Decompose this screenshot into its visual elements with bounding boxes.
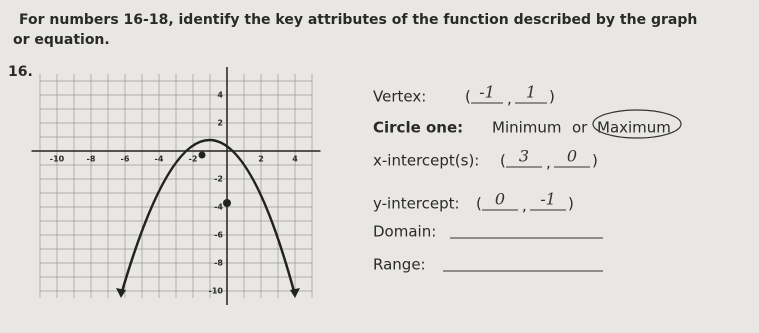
handwritten-answer: -1 (479, 83, 495, 102)
y-tick-label: -8 (214, 259, 223, 268)
point (223, 199, 231, 207)
y-tick-label: 4 (217, 91, 223, 100)
paren: ( (476, 195, 482, 213)
option: Minimum (492, 119, 562, 137)
option: or (572, 119, 588, 137)
field-label: x-intercept(s): (373, 152, 479, 170)
field-label: y-intercept: (373, 195, 460, 213)
x-tick-label: 4 (292, 155, 298, 164)
paren: ) (568, 195, 574, 213)
handwritten-answer: 0 (567, 147, 577, 166)
y-tick-label: 2 (217, 119, 223, 128)
separator: , (522, 197, 527, 215)
graph: -10 -8 -6 -4 -2 2 4 4 2 -2 -4 -6 -8 -10 (31, 67, 321, 305)
separator: , (546, 154, 551, 172)
problem-number: 16. (8, 64, 33, 80)
handwritten-answer: 0 (495, 190, 505, 209)
x-tick-label: -2 (189, 155, 198, 164)
answer-fields: Vertex: ( -1, 1) Circle one: Minimum or Maximum… (373, 83, 682, 274)
y-tick-label: -2 (214, 175, 223, 184)
x-tick-label: -6 (121, 155, 130, 164)
field-label: Domain: (373, 223, 436, 241)
option: Maximum (597, 119, 671, 137)
handwritten-answer: 1 (526, 83, 536, 102)
circled-choice (592, 109, 682, 139)
separator: , (507, 90, 512, 108)
paren: ) (549, 88, 555, 106)
parabola (119, 139, 297, 296)
instructions-line: For numbers 16-18, identify the key attr… (13, 12, 697, 48)
y-tick-label: -10 (209, 287, 224, 296)
paren: ( (500, 152, 506, 170)
field-label: Range: (373, 256, 426, 274)
x-tick-label: -8 (87, 155, 96, 164)
y-tick-label: -4 (214, 203, 223, 212)
field-label: Vertex: (373, 88, 426, 106)
paren: ( (465, 88, 471, 106)
handwritten-answer: -1 (540, 190, 556, 209)
x-tick-label: -4 (155, 155, 164, 164)
field-label: Circle one: (373, 119, 463, 137)
paren: ) (592, 152, 598, 170)
handwritten-answer: 3 (519, 147, 529, 166)
y-tick-label: -6 (214, 231, 223, 240)
x-tick-label: 2 (258, 155, 264, 164)
x-tick-label: -10 (50, 155, 65, 164)
point (198, 151, 206, 159)
